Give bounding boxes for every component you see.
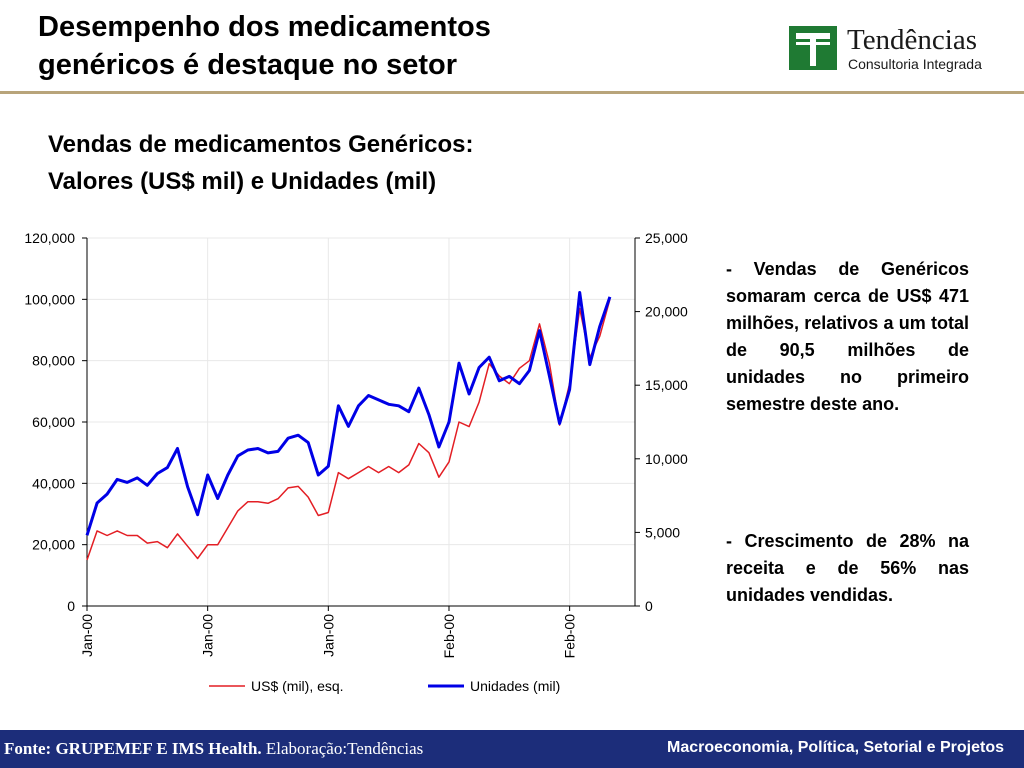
y-right-tick-label: 10,000 (645, 451, 688, 467)
series-line-us-dollar (86, 299, 611, 561)
header-divider (0, 91, 1024, 94)
y-left-tick-label: 100,000 (24, 291, 75, 307)
chart-heading-line-1: Vendas de medicamentos Genéricos: (48, 131, 474, 158)
series-line-units (85, 291, 612, 536)
y-right-tick-label: 25,000 (645, 230, 688, 246)
y-right-tick-label: 20,000 (645, 304, 688, 320)
footer-bar: Fonte: GRUPEMEF E IMS Health. Elaboração… (0, 730, 1024, 768)
logo-subtitle: Consultoria Integrada (848, 56, 982, 72)
slide-title-line-2: genéricos é destaque no setor (38, 49, 458, 81)
x-tick-label: Jan-00 (79, 614, 95, 657)
logo-name: Tendências (847, 24, 978, 56)
y-right-tick-label: 5,000 (645, 524, 680, 540)
y-right-tick-label: 15,000 (645, 377, 688, 393)
legend-label: US$ (mil), esq. (251, 678, 344, 694)
sales-line-chart: 0 20,000 40,000 60,000 80,000 100,000 120,000 0… (24, 230, 688, 694)
slide-title: Desempenho dos medicamentos genéricos é … (38, 8, 491, 84)
logo-t-glyph-icon (796, 33, 830, 66)
footer-source: Fonte: GRUPEMEF E IMS Health. Elaboração… (4, 739, 423, 759)
note-growth: - Crescimento de 28% na receita e de 56%… (726, 531, 969, 605)
y-left-tick-label: 60,000 (32, 414, 75, 430)
y-left-tick-label: 120,000 (24, 230, 75, 246)
y-left-tick-label: 80,000 (32, 353, 75, 369)
y-left-tick-label: 20,000 (32, 537, 75, 553)
note-sales-total: - Vendas de Genéricos somaram cerca de U… (726, 259, 969, 414)
y-right-tick-label: 0 (645, 598, 653, 614)
x-tick-label: Jan-00 (320, 614, 336, 657)
x-tick-label: Feb-00 (441, 614, 457, 659)
footer-tagline: Macroeconomia, Política, Setorial e Proj… (667, 739, 1004, 756)
logo-mark (789, 26, 837, 70)
footer-source-bold: Fonte: GRUPEMEF E IMS Health. (4, 739, 262, 758)
footer-source-rest: Elaboração:Tendências (261, 739, 424, 758)
chart-heading: Vendas de medicamentos Genéricos: Valore… (48, 126, 474, 200)
company-logo: Tendências Consultoria Integrada (789, 24, 999, 74)
legend-label: Unidades (mil) (470, 678, 560, 694)
x-tick-label: Feb-00 (562, 614, 578, 659)
y-left-tick-label: 0 (67, 598, 75, 614)
slide-title-line-1: Desempenho dos medicamentos (38, 11, 491, 43)
x-tick-label: Jan-00 (200, 614, 216, 657)
y-left-tick-label: 40,000 (32, 475, 75, 491)
chart-heading-line-2: Valores (US$ mil) e Unidades (mil) (48, 168, 437, 195)
